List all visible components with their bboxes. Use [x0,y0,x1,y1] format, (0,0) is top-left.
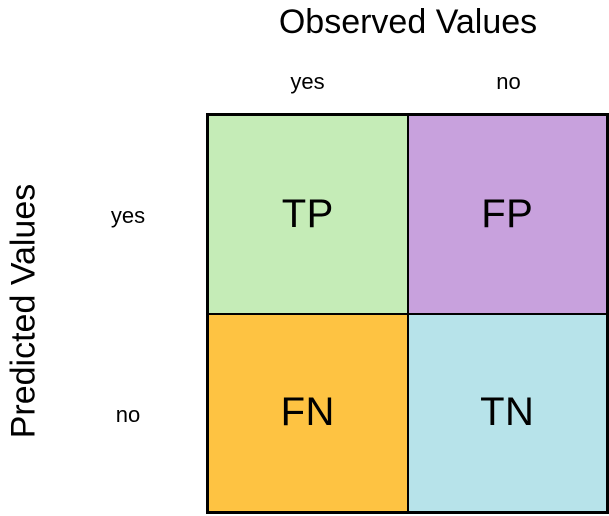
cell-true-positive: TP [208,115,408,314]
row-label-no: no [115,402,141,427]
cell-true-negative: TN [407,313,607,512]
cell-label-fp: FP [481,191,534,236]
cell-label-tn: TN [480,390,535,435]
column-label-no: no [496,69,521,94]
figure-title: Observed Values [278,3,538,41]
cell-label-tp: TP [281,191,334,236]
y-axis-label: Predicted Values [4,183,43,439]
matrix-grid: TP FP FN TN [206,113,609,514]
row-label-yes: yes [110,203,146,228]
column-label-yes: yes [290,69,325,94]
cell-false-positive: FP [407,115,607,314]
cell-label-fn: FN [280,390,335,435]
cell-false-negative: FN [208,313,408,512]
